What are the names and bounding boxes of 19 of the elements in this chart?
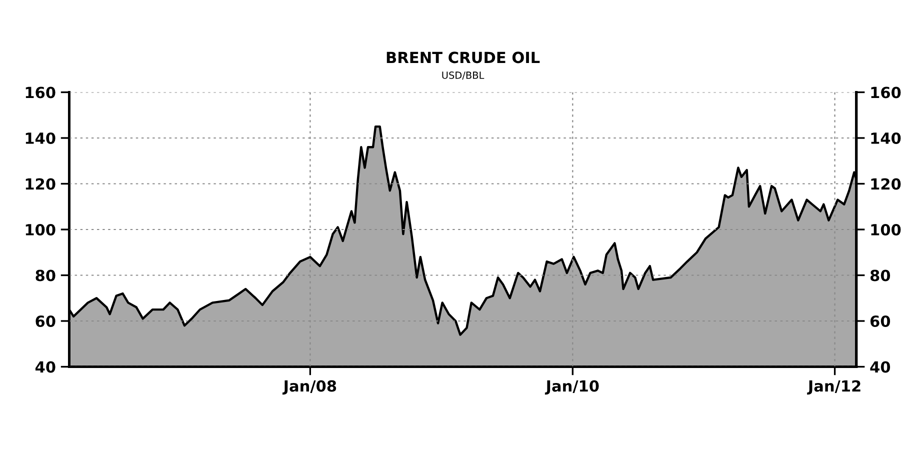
y2-tick-label: 160: [871, 86, 901, 98]
x-tick-label: Jan/08: [282, 380, 336, 395]
y2-tick-label: 140: [871, 132, 901, 144]
y-tick-label: 120: [26, 178, 56, 190]
chart-subtitle: USD/BBL: [442, 72, 484, 80]
y2-tick-label: 60: [870, 315, 890, 328]
x-tick-label: Jan/12: [807, 380, 860, 395]
x-tick-label: Jan/10: [544, 380, 599, 395]
y2-tick-label: 40: [870, 361, 890, 373]
y-tick-label: 40: [35, 361, 56, 373]
y-tick-label: 60: [36, 315, 56, 328]
chart-title: BRENT CRUDE OIL: [386, 52, 540, 64]
y2-tick-label: 120: [871, 178, 901, 190]
y2-tick-label: 80: [870, 270, 890, 282]
y-tick-label: 140: [26, 132, 56, 144]
y-tick-label: 80: [36, 270, 56, 282]
y-tick-label: 160: [26, 86, 56, 98]
y-tick-label: 100: [26, 224, 56, 236]
y2-tick-label: 100: [871, 224, 901, 236]
